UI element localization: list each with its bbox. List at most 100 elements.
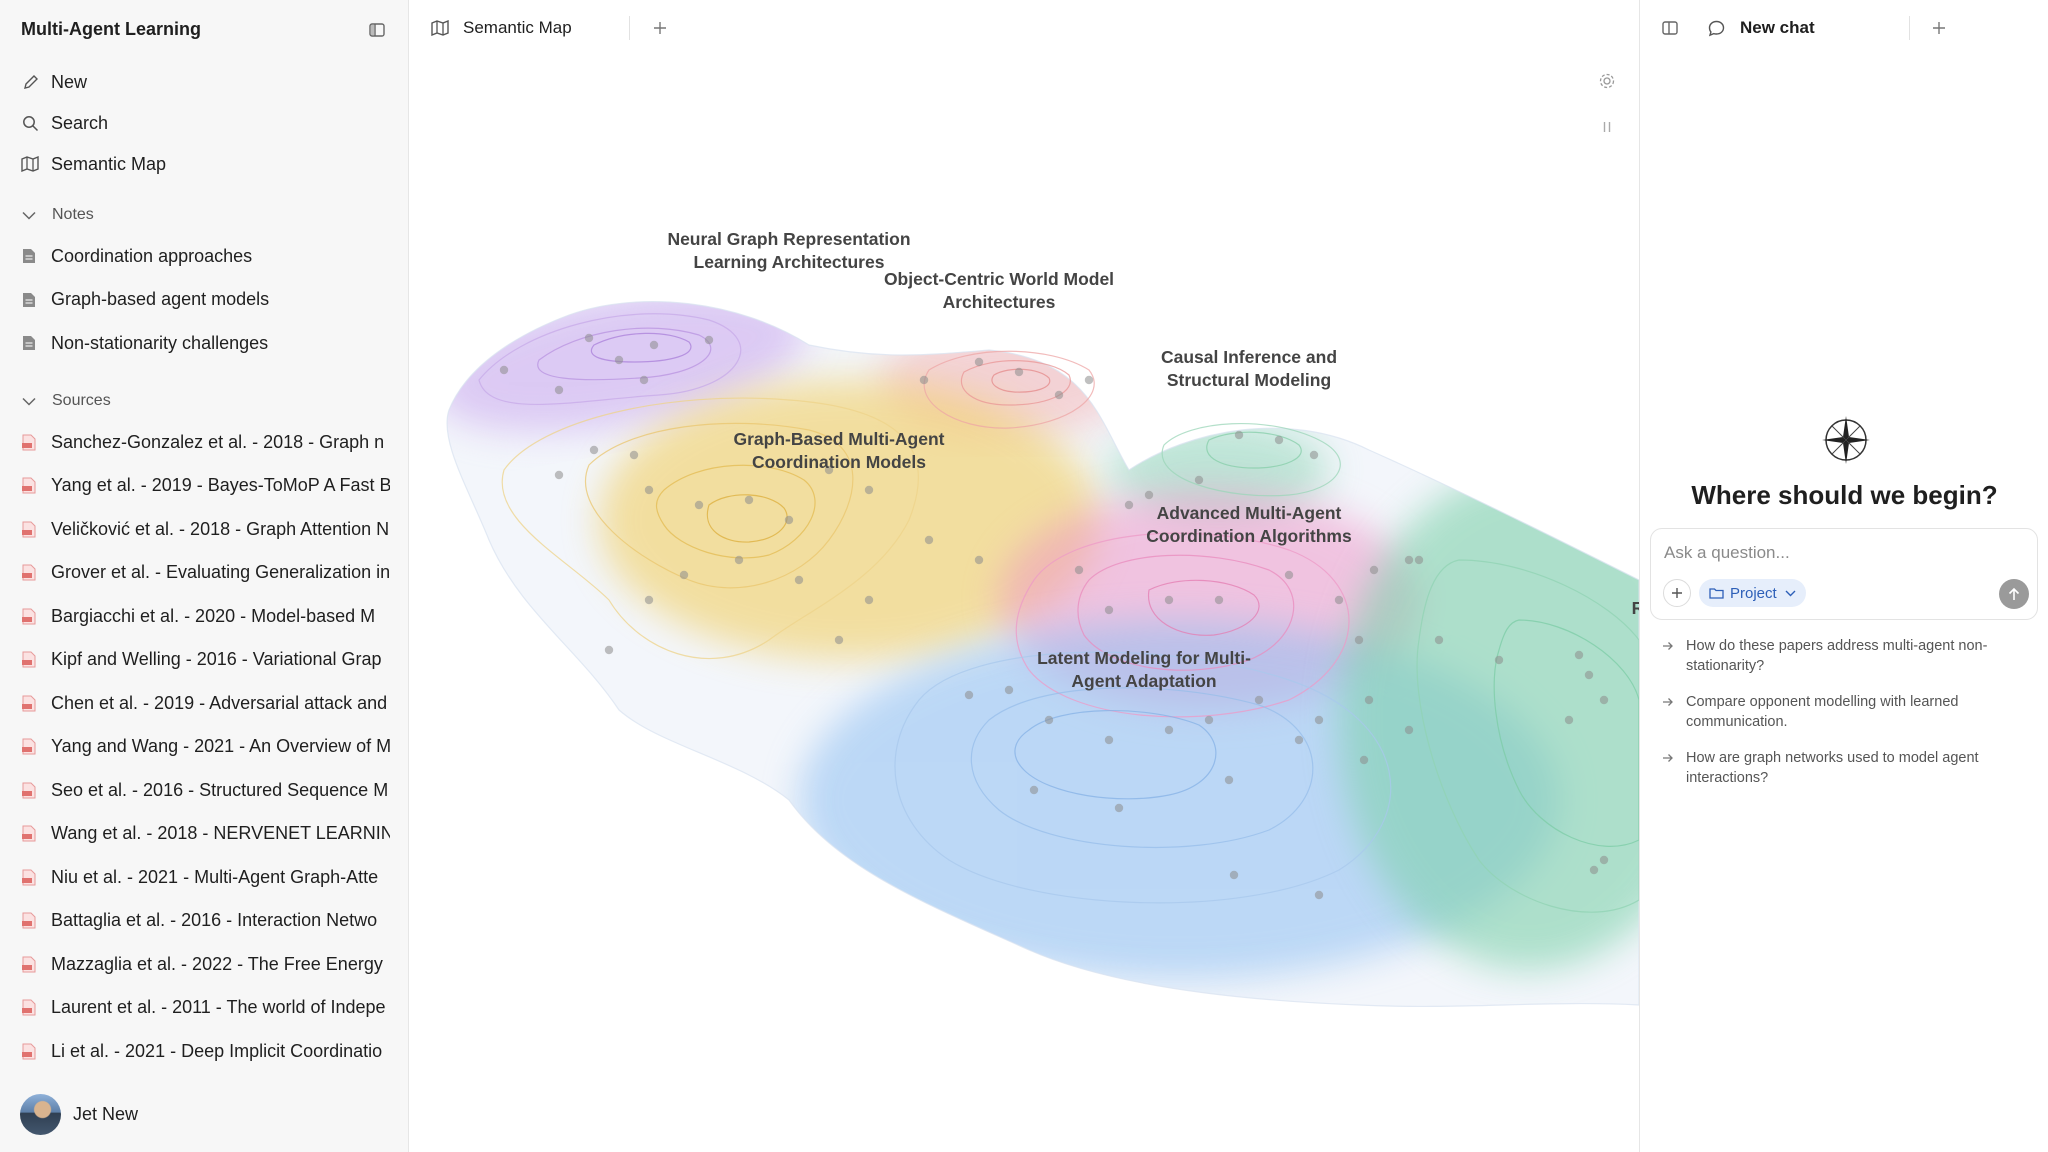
paper-point[interactable] bbox=[1404, 725, 1414, 735]
paper-point[interactable] bbox=[1294, 735, 1304, 745]
paper-point[interactable] bbox=[1274, 435, 1284, 445]
paper-point[interactable] bbox=[1204, 715, 1214, 725]
paper-point[interactable] bbox=[1164, 725, 1174, 735]
paper-point[interactable] bbox=[974, 357, 984, 367]
paper-point[interactable] bbox=[1599, 695, 1609, 705]
source-item[interactable]: Grover et al. - Evaluating Generalizatio… bbox=[22, 557, 390, 589]
paper-point[interactable] bbox=[924, 535, 934, 545]
suggested-question[interactable]: How are graph networks used to model age… bbox=[1662, 748, 2032, 788]
source-item[interactable]: Kipf and Welling - 2016 - Variational Gr… bbox=[22, 644, 390, 676]
paper-point[interactable] bbox=[1589, 865, 1599, 875]
paper-point[interactable] bbox=[1404, 555, 1414, 565]
source-item[interactable]: Li et al. - 2021 - Deep Implicit Coordin… bbox=[22, 1035, 390, 1067]
paper-point[interactable] bbox=[644, 595, 654, 605]
paper-point[interactable] bbox=[629, 450, 639, 460]
paper-point[interactable] bbox=[694, 500, 704, 510]
paper-point[interactable] bbox=[604, 645, 614, 655]
sources-section-header[interactable]: Sources bbox=[22, 388, 111, 414]
paper-point[interactable] bbox=[1014, 367, 1024, 377]
paper-point[interactable] bbox=[824, 465, 834, 475]
paper-point[interactable] bbox=[639, 375, 649, 385]
source-item[interactable]: Chen et al. - 2019 - Adversarial attack … bbox=[22, 687, 390, 719]
cluster-label[interactable]: Graph-Based Multi-Agent Coordination Mode… bbox=[733, 429, 945, 472]
paper-point[interactable] bbox=[1224, 775, 1234, 785]
paper-point[interactable] bbox=[964, 690, 974, 700]
source-item[interactable]: Sanchez-Gonzalez et al. - 2018 - Graph n bbox=[22, 426, 390, 458]
paper-point[interactable] bbox=[1364, 695, 1374, 705]
paper-point[interactable] bbox=[1354, 635, 1364, 645]
map-settings-button[interactable] bbox=[1597, 71, 1617, 91]
paper-point[interactable] bbox=[794, 575, 804, 585]
paper-point[interactable] bbox=[1359, 755, 1369, 765]
paper-point[interactable] bbox=[1004, 685, 1014, 695]
project-selector[interactable]: Project bbox=[1699, 579, 1806, 607]
cluster-label[interactable]: Advanced Multi-Agent Coordination Algorit… bbox=[1146, 503, 1352, 546]
suggested-question[interactable]: Compare opponent modelling with learned c… bbox=[1662, 692, 2032, 732]
source-item[interactable]: Bargiacchi et al. - 2020 - Model-based M bbox=[22, 600, 390, 632]
paper-point[interactable] bbox=[1574, 650, 1584, 660]
tab-new-chat[interactable]: New chat bbox=[1708, 16, 1815, 40]
note-item[interactable]: Graph-based agent models bbox=[22, 284, 390, 316]
paper-point[interactable] bbox=[864, 485, 874, 495]
attach-button[interactable] bbox=[1663, 579, 1691, 607]
paper-point[interactable] bbox=[1314, 715, 1324, 725]
paper-point[interactable] bbox=[834, 635, 844, 645]
paper-point[interactable] bbox=[919, 375, 929, 385]
source-item[interactable]: Yang et al. - 2019 - Bayes-ToMoP A Fast … bbox=[22, 470, 390, 502]
source-item[interactable]: Veličković et al. - 2018 - Graph Attenti… bbox=[22, 513, 390, 545]
source-item[interactable]: Battaglia et al. - 2016 - Interaction Ne… bbox=[22, 905, 390, 937]
cluster-label[interactable]: Causal Inference and Structural Modeling bbox=[1160, 347, 1338, 390]
pause-animation-button[interactable] bbox=[1597, 117, 1617, 137]
paper-point[interactable] bbox=[554, 470, 564, 480]
paper-point[interactable] bbox=[1114, 803, 1124, 813]
paper-point[interactable] bbox=[864, 595, 874, 605]
paper-point[interactable] bbox=[679, 570, 689, 580]
paper-point[interactable] bbox=[1214, 595, 1224, 605]
paper-point[interactable] bbox=[1494, 655, 1504, 665]
tab-semantic-map[interactable]: Semantic Map bbox=[431, 16, 572, 40]
sidebar-toggle-icon[interactable] bbox=[366, 20, 388, 40]
source-item[interactable]: Seo et al. - 2016 - Structured Sequence … bbox=[22, 774, 390, 806]
paper-point[interactable] bbox=[1194, 475, 1204, 485]
paper-point[interactable] bbox=[704, 335, 714, 345]
source-item[interactable]: Yang and Wang - 2021 - An Overview of M bbox=[22, 731, 390, 763]
source-item[interactable]: Laurent et al. - 2011 - The world of Ind… bbox=[22, 992, 390, 1024]
nav-item-new[interactable]: New bbox=[20, 67, 390, 97]
paper-point[interactable] bbox=[1414, 555, 1424, 565]
paper-point[interactable] bbox=[1124, 500, 1134, 510]
paper-point[interactable] bbox=[1584, 670, 1594, 680]
paper-point[interactable] bbox=[974, 555, 984, 565]
paper-point[interactable] bbox=[1054, 390, 1064, 400]
paper-point[interactable] bbox=[744, 495, 754, 505]
paper-point[interactable] bbox=[1104, 605, 1114, 615]
paper-point[interactable] bbox=[1434, 635, 1444, 645]
cluster-label[interactable]: Object-Centric World Model Architectures bbox=[883, 269, 1115, 312]
paper-point[interactable] bbox=[614, 355, 624, 365]
nav-item-search[interactable]: Search bbox=[20, 108, 390, 138]
semantic-map-canvas[interactable] bbox=[409, 0, 1639, 1152]
question-input[interactable] bbox=[1662, 539, 2026, 567]
nav-item-semantic-map[interactable]: Semantic Map bbox=[20, 149, 390, 179]
paper-point[interactable] bbox=[1044, 715, 1054, 725]
paper-point[interactable] bbox=[589, 445, 599, 455]
paper-point[interactable] bbox=[1254, 695, 1264, 705]
send-button[interactable] bbox=[1999, 579, 2029, 609]
source-item[interactable]: Mazzaglia et al. - 2022 - The Free Energ… bbox=[22, 948, 390, 980]
paper-point[interactable] bbox=[784, 515, 794, 525]
paper-point[interactable] bbox=[644, 485, 654, 495]
paper-point[interactable] bbox=[1234, 430, 1244, 440]
user-profile[interactable]: Jet New bbox=[20, 1093, 138, 1135]
paper-point[interactable] bbox=[1104, 735, 1114, 745]
new-chat-button[interactable] bbox=[1928, 17, 1950, 39]
paper-point[interactable] bbox=[1164, 595, 1174, 605]
cluster-label[interactable]: Latent Modeling for Multi- Agent Adaptati… bbox=[1037, 648, 1251, 691]
chat-panel-toggle-icon[interactable] bbox=[1660, 18, 1680, 38]
paper-point[interactable] bbox=[649, 340, 659, 350]
paper-point[interactable] bbox=[1334, 595, 1344, 605]
paper-point[interactable] bbox=[1229, 870, 1239, 880]
source-item[interactable]: Niu et al. - 2021 - Multi-Agent Graph-At… bbox=[22, 861, 390, 893]
paper-point[interactable] bbox=[554, 385, 564, 395]
paper-point[interactable] bbox=[1369, 565, 1379, 575]
cluster-label[interactable]: Neural Graph Representation Learning Arch… bbox=[667, 229, 911, 272]
paper-point[interactable] bbox=[1599, 855, 1609, 865]
